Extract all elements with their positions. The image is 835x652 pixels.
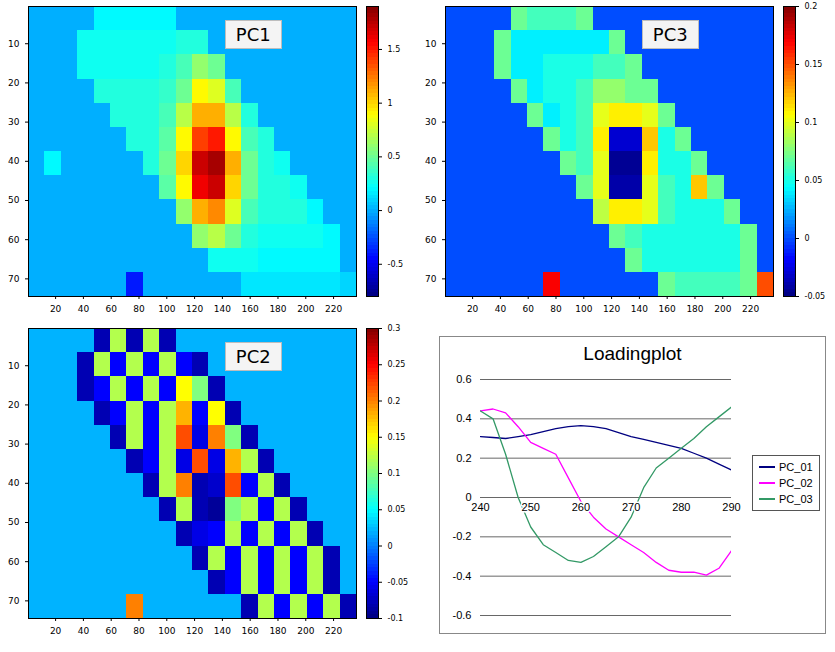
html-text:Loadingplot: Loadingplot	[583, 343, 682, 364]
svg-text:50: 50	[425, 195, 437, 205]
svg-text:260: 260	[572, 501, 590, 513]
svg-text:290: 290	[722, 501, 740, 513]
svg-text:20: 20	[467, 304, 479, 314]
svg-text:250: 250	[522, 501, 540, 513]
svg-text:0.15: 0.15	[805, 60, 823, 69]
svg-text:0: 0	[388, 542, 393, 551]
svg-text:70: 70	[8, 274, 20, 284]
svg-text:140: 140	[214, 304, 231, 314]
svg-text:50: 50	[8, 517, 20, 527]
svg-text:0.3: 0.3	[388, 324, 401, 333]
svg-text:-0.05: -0.05	[805, 292, 826, 301]
svg-text:200: 200	[297, 626, 314, 636]
svg-text:60: 60	[105, 626, 117, 636]
svg-text:0.05: 0.05	[388, 505, 406, 514]
svg-text:40: 40	[425, 156, 437, 166]
svg-text:140: 140	[214, 626, 231, 636]
svg-text:10: 10	[425, 39, 437, 49]
svg-text:0.2: 0.2	[456, 452, 471, 464]
svg-text:0.05: 0.05	[805, 176, 823, 185]
svg-text:220: 220	[742, 304, 759, 314]
svg-text:10: 10	[8, 361, 20, 371]
svg-text:50: 50	[8, 195, 20, 205]
svg-text:0: 0	[465, 491, 472, 503]
svg-text:180: 180	[686, 304, 703, 314]
svg-text:220: 220	[325, 304, 342, 314]
svg-text:0.2: 0.2	[805, 2, 818, 11]
svg-text:40: 40	[8, 478, 20, 488]
svg-text:160: 160	[242, 304, 259, 314]
svg-text:140: 140	[631, 304, 648, 314]
svg-text:1: 1	[388, 99, 393, 108]
svg-text:80: 80	[133, 626, 145, 636]
svg-text:30: 30	[8, 439, 20, 449]
svg-text:180: 180	[269, 304, 286, 314]
svg-text:30: 30	[425, 117, 437, 127]
svg-text:-0.05: -0.05	[388, 578, 409, 587]
svg-text:120: 120	[186, 304, 203, 314]
svg-text:0.2: 0.2	[388, 397, 401, 406]
svg-text:0.4: 0.4	[456, 412, 471, 424]
svg-text:40: 40	[78, 304, 90, 314]
svg-text:40: 40	[8, 156, 20, 166]
html-text:PC3: PC3	[652, 24, 688, 45]
svg-text:-0.5: -0.5	[388, 260, 404, 269]
html-text:PC1: PC1	[235, 24, 271, 45]
svg-text:0.25: 0.25	[388, 360, 406, 369]
svg-text:0: 0	[805, 234, 810, 243]
svg-text:1.5: 1.5	[388, 45, 401, 54]
svg-text:100: 100	[158, 626, 175, 636]
svg-text:60: 60	[105, 304, 117, 314]
svg-text:160: 160	[242, 626, 259, 636]
svg-text:0: 0	[388, 206, 393, 215]
svg-text:270: 270	[622, 501, 640, 513]
svg-text:0.1: 0.1	[388, 469, 401, 478]
svg-text:0.5: 0.5	[388, 152, 401, 161]
svg-text:-0.1: -0.1	[388, 614, 404, 623]
svg-text:40: 40	[78, 626, 90, 636]
html-text:PC_02: PC_02	[779, 477, 813, 489]
svg-text:80: 80	[133, 304, 145, 314]
svg-text:160: 160	[659, 304, 676, 314]
svg-text:40: 40	[495, 304, 507, 314]
svg-text:240: 240	[471, 501, 489, 513]
svg-text:100: 100	[158, 304, 175, 314]
html-text:PC2: PC2	[235, 346, 271, 367]
svg-text:120: 120	[603, 304, 620, 314]
svg-text:180: 180	[269, 626, 286, 636]
html-text:PC_03: PC_03	[779, 493, 813, 505]
svg-text:60: 60	[8, 557, 20, 567]
svg-text:20: 20	[50, 304, 62, 314]
svg-text:60: 60	[522, 304, 534, 314]
svg-text:-0.2: -0.2	[453, 530, 472, 542]
svg-text:100: 100	[575, 304, 592, 314]
html-text:PC_01: PC_01	[779, 461, 813, 473]
svg-text:20: 20	[425, 78, 437, 88]
svg-text:60: 60	[425, 235, 437, 245]
svg-text:30: 30	[8, 117, 20, 127]
svg-text:220: 220	[325, 626, 342, 636]
svg-text:120: 120	[186, 626, 203, 636]
svg-text:10: 10	[8, 39, 20, 49]
svg-text:20: 20	[8, 400, 20, 410]
svg-text:60: 60	[8, 235, 20, 245]
svg-text:0.15: 0.15	[388, 433, 406, 442]
svg-text:80: 80	[550, 304, 562, 314]
svg-text:280: 280	[672, 501, 690, 513]
svg-text:200: 200	[714, 304, 731, 314]
svg-text:20: 20	[50, 626, 62, 636]
svg-text:200: 200	[297, 304, 314, 314]
svg-text:0.1: 0.1	[805, 118, 818, 127]
svg-text:-0.6: -0.6	[453, 609, 472, 621]
svg-text:-0.4: -0.4	[453, 570, 472, 582]
svg-text:70: 70	[425, 274, 437, 284]
svg-text:20: 20	[8, 78, 20, 88]
svg-text:70: 70	[8, 596, 20, 606]
svg-text:0.6: 0.6	[456, 373, 471, 385]
